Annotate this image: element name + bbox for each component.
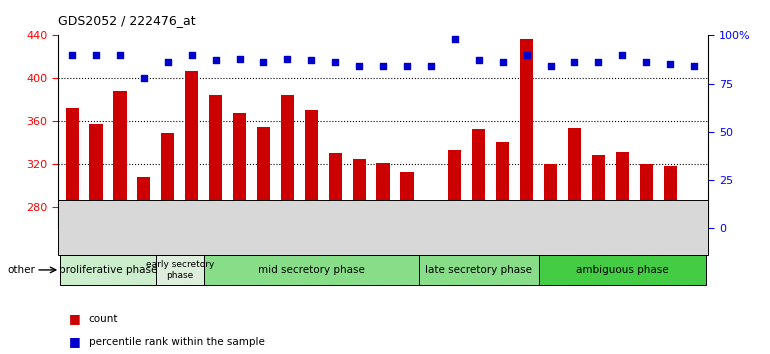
Text: early secretory
phase: early secretory phase [146,260,214,280]
Point [90,52,102,57]
Bar [616,152,629,228]
Bar [448,150,461,228]
Point [281,56,293,61]
Point [521,52,533,57]
Bar [137,177,150,228]
Bar [329,153,342,228]
Bar [257,126,270,228]
Point [473,58,485,63]
Bar [424,226,437,228]
Point [162,59,174,65]
Point [497,59,509,65]
Point [186,52,198,57]
Point [568,59,581,65]
Bar [664,166,677,228]
Text: other: other [8,265,35,275]
Text: GDS2052 / 222476_at: GDS2052 / 222476_at [58,13,196,27]
Point [233,56,246,61]
Bar [113,91,126,228]
Text: proliferative phase: proliferative phase [59,265,157,275]
Bar [281,96,294,228]
Point [114,52,126,57]
Bar [209,96,223,228]
Bar [185,71,199,228]
Point [209,58,222,63]
Bar [400,172,413,228]
Point [616,52,628,57]
Point [592,59,604,65]
Text: ■: ■ [69,335,81,348]
Bar [496,142,509,228]
Bar [520,39,533,228]
Point [353,63,365,69]
Point [138,75,150,81]
Bar [89,124,102,228]
Text: mid secretory phase: mid secretory phase [258,265,365,275]
Bar [65,108,79,228]
Bar [567,127,581,228]
Text: ■: ■ [69,312,81,325]
Bar [688,204,701,228]
Point [257,59,270,65]
Point [664,62,676,67]
Bar [472,129,485,228]
Bar [233,113,246,228]
Bar [640,164,653,228]
Point [640,59,652,65]
Bar [592,155,605,228]
Point [329,59,341,65]
Point [401,63,413,69]
Text: late secretory phase: late secretory phase [425,265,532,275]
Bar [377,163,390,228]
Text: percentile rank within the sample: percentile rank within the sample [89,337,264,347]
Point [544,63,557,69]
Point [425,63,437,69]
Bar [305,110,318,228]
Point [305,58,317,63]
Bar [544,164,557,228]
Bar [353,159,366,228]
Point [377,63,389,69]
Bar [161,133,174,228]
Point [688,63,700,69]
Point [66,52,79,57]
Point [449,36,461,42]
Text: ambiguous phase: ambiguous phase [576,265,668,275]
Text: count: count [89,314,118,324]
